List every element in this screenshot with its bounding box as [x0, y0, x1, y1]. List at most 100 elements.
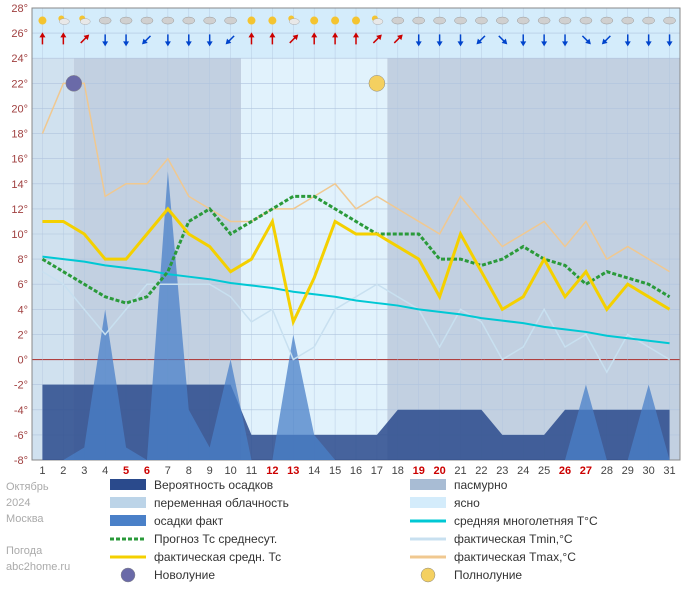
- x-tick-label: 21: [454, 465, 466, 477]
- cloud-icon: [59, 19, 69, 25]
- x-tick-label: 12: [266, 465, 278, 477]
- y-tick-label: 22°: [11, 78, 28, 90]
- legend-swatch: [410, 497, 446, 508]
- cloud-icon: [413, 17, 425, 24]
- legend-label: пасмурно: [454, 478, 508, 492]
- x-tick-label: 27: [580, 465, 592, 477]
- x-tick-label: 9: [207, 465, 213, 477]
- cloud-icon: [225, 17, 237, 24]
- cloud-icon: [162, 17, 174, 24]
- legend-label: осадки факт: [154, 514, 224, 528]
- footer-text: Москва: [6, 513, 44, 525]
- cloud-icon: [120, 17, 132, 24]
- x-tick-label: 19: [413, 465, 425, 477]
- y-tick-label: 28°: [11, 3, 28, 15]
- sun-icon: [268, 17, 276, 25]
- x-tick-label: 10: [224, 465, 236, 477]
- x-tick-label: 1: [39, 465, 45, 477]
- x-tick-label: 8: [186, 465, 192, 477]
- chart-svg: -8°-6°-4°-2°0°2°4°6°8°10°12°14°16°18°20°…: [0, 0, 687, 599]
- x-tick-label: 6: [144, 465, 150, 477]
- y-tick-label: 8°: [17, 254, 28, 266]
- y-tick-label: -2°: [14, 380, 28, 392]
- cloud-icon: [622, 17, 634, 24]
- y-tick-label: -6°: [14, 430, 28, 442]
- legend-label: фактическая Tmin,°С: [454, 532, 573, 546]
- legend-label: ясно: [454, 496, 480, 510]
- y-tick-label: 4°: [17, 304, 28, 316]
- cloud-icon: [183, 17, 195, 24]
- cloud-icon: [455, 17, 467, 24]
- legend-swatch: [110, 479, 146, 490]
- x-tick-label: 15: [329, 465, 341, 477]
- x-tick-label: 2: [60, 465, 66, 477]
- legend-label: средняя многолетняя Т°С: [454, 514, 598, 528]
- cloud-icon: [601, 17, 613, 24]
- x-tick-label: 30: [643, 465, 655, 477]
- legend-swatch: [110, 497, 146, 508]
- legend-label: Новолуние: [154, 568, 215, 582]
- weather-chart: -8°-6°-4°-2°0°2°4°6°8°10°12°14°16°18°20°…: [0, 0, 687, 599]
- legend-label: Прогноз Тс среднесут.: [154, 532, 277, 546]
- new-moon-icon: [66, 75, 82, 91]
- cloud-icon: [664, 17, 676, 24]
- x-tick-label: 18: [392, 465, 404, 477]
- legend-label: фактическая Tmax,°С: [454, 550, 576, 564]
- cloud-icon: [289, 19, 299, 25]
- y-tick-label: 10°: [11, 229, 28, 241]
- sun-icon: [38, 17, 46, 25]
- y-tick-label: 2°: [17, 329, 28, 341]
- y-tick-label: 6°: [17, 279, 28, 291]
- full-moon-icon: [369, 75, 385, 91]
- x-tick-label: 22: [475, 465, 487, 477]
- x-tick-label: 7: [165, 465, 171, 477]
- cloud-icon: [99, 17, 111, 24]
- footer-text: Октябрь: [6, 481, 49, 493]
- x-tick-label: 24: [517, 465, 529, 477]
- cloud-icon: [392, 17, 404, 24]
- x-tick-label: 11: [246, 465, 257, 477]
- x-tick-label: 20: [433, 465, 445, 477]
- sun-icon: [331, 17, 339, 25]
- cloud-icon: [434, 17, 446, 24]
- y-tick-label: 16°: [11, 154, 28, 166]
- y-tick-label: 18°: [11, 129, 28, 141]
- cloud-icon: [373, 19, 383, 25]
- legend-swatch: [410, 479, 446, 490]
- x-tick-label: 23: [496, 465, 508, 477]
- cloud-icon: [580, 17, 592, 24]
- y-tick-label: 0°: [17, 355, 28, 367]
- y-tick-label: 12°: [11, 204, 28, 216]
- legend-label: Вероятность осадков: [154, 478, 273, 492]
- cloud-icon: [538, 17, 550, 24]
- cloud-icon: [643, 17, 655, 24]
- legend-label: переменная облачность: [154, 496, 289, 510]
- legend-label: Полнолуние: [454, 568, 522, 582]
- cloud-icon: [496, 17, 508, 24]
- legend-swatch: [110, 515, 146, 526]
- x-tick-label: 26: [559, 465, 571, 477]
- x-tick-label: 13: [287, 465, 299, 477]
- x-tick-label: 14: [308, 465, 320, 477]
- y-tick-label: 20°: [11, 103, 28, 115]
- x-tick-label: 29: [622, 465, 634, 477]
- legend-swatch: [421, 568, 435, 582]
- footer-text: Погода: [6, 545, 43, 557]
- legend-label: фактическая средн. Тс: [154, 550, 281, 564]
- cloud-icon: [517, 17, 529, 24]
- sun-icon: [310, 17, 318, 25]
- sun-icon: [247, 17, 255, 25]
- sun-icon: [352, 17, 360, 25]
- footer-text: 2024: [6, 497, 30, 509]
- x-tick-label: 16: [350, 465, 362, 477]
- x-tick-label: 28: [601, 465, 613, 477]
- x-tick-label: 4: [102, 465, 108, 477]
- x-tick-label: 17: [371, 465, 383, 477]
- y-tick-label: -4°: [14, 405, 28, 417]
- y-tick-label: 24°: [11, 53, 28, 65]
- x-tick-label: 25: [538, 465, 550, 477]
- y-tick-label: 26°: [11, 28, 28, 40]
- cloud-icon: [475, 17, 487, 24]
- legend-swatch: [121, 568, 135, 582]
- cloud-icon: [141, 17, 153, 24]
